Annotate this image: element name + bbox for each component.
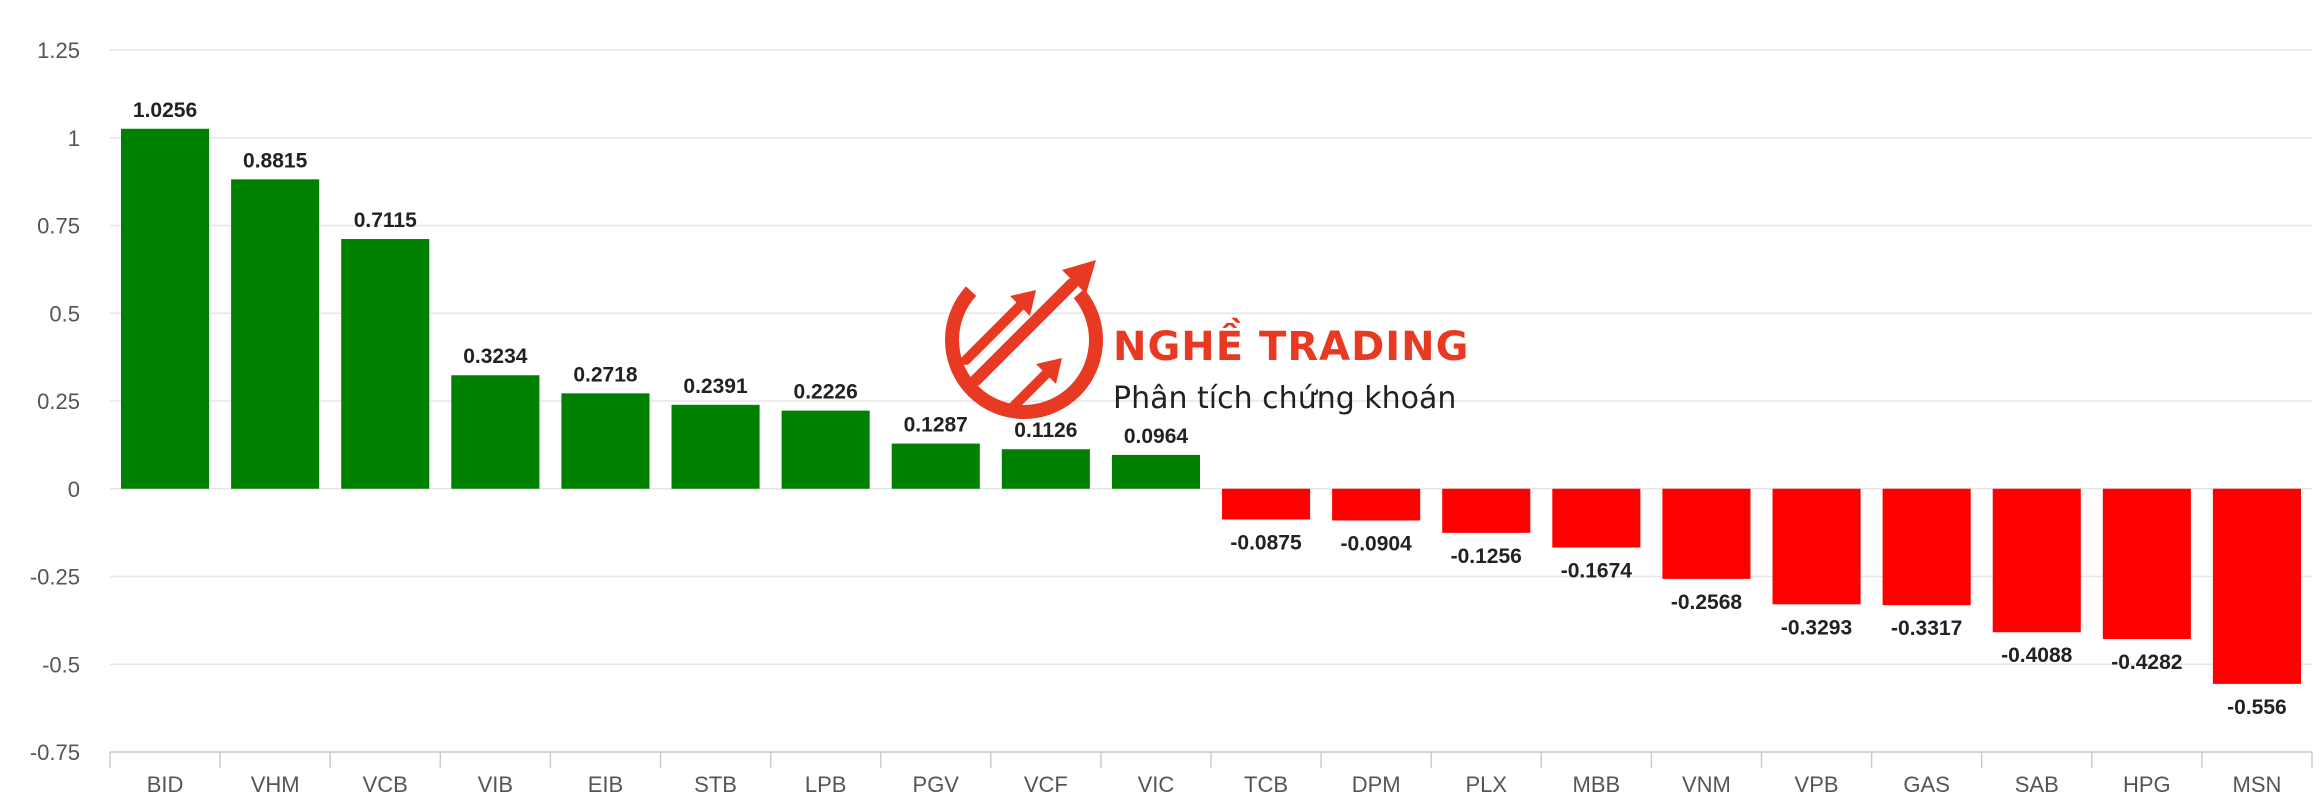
data-label: 0.2226 (794, 381, 858, 404)
data-label: -0.2568 (1671, 591, 1743, 614)
y-tick-label: -0.5 (42, 652, 80, 677)
watermark-brand: NGHỀ TRADING (1113, 316, 1469, 370)
data-label: 0.8815 (243, 149, 308, 172)
x-tick-label: VIC (1138, 772, 1175, 797)
data-label: -0.0875 (1230, 531, 1302, 554)
bar-dpm (1332, 488, 1421, 521)
data-label: -0.3317 (1891, 617, 1962, 640)
bar-vib (451, 375, 540, 489)
x-tick-label: VNM (1682, 772, 1731, 797)
data-label: -0.556 (2227, 696, 2287, 719)
x-tick-label: BID (147, 772, 184, 797)
x-axis: BID VHM VCB VIB EIB STB LPB PGV VCF VIC TCB DPM PLX M… (109, 751, 2313, 797)
x-tick-label: PLX (1465, 772, 1507, 797)
bar-vcf (1001, 449, 1090, 489)
bar-tcb (1222, 488, 1311, 520)
data-label: 0.0964 (1124, 425, 1189, 448)
x-tick-label: EIB (588, 772, 623, 797)
x-tick-label: LPB (805, 772, 847, 797)
bar-vic (1111, 454, 1200, 489)
y-tick-label: 1 (68, 126, 80, 151)
y-tick-label: 0.25 (37, 389, 80, 414)
watermark: NGHỀ TRADING Phân tích chứng khoán (945, 260, 1469, 419)
bar-eib (561, 393, 650, 489)
bar-mbb (1552, 488, 1641, 548)
data-labels: 1.0256 0.8815 0.7115 0.3234 0.2718 0.2391 0.22… (133, 99, 2287, 719)
bar-vnm (1662, 488, 1751, 579)
data-label: -0.1674 (1561, 560, 1633, 583)
bar-sab (1992, 488, 2081, 633)
data-label: 0.1126 (1014, 419, 1077, 442)
y-tick-label: 0 (68, 477, 80, 502)
y-tick-label: -0.75 (30, 740, 80, 765)
x-tick-label: VHM (251, 772, 300, 797)
bar-msn (2212, 488, 2301, 684)
bar-vpb (1772, 488, 1861, 605)
data-label: 0.2718 (573, 363, 638, 386)
data-label: 0.7115 (354, 209, 417, 232)
x-tick-label: DPM (1352, 772, 1401, 797)
x-tick-label: GAS (1903, 772, 1949, 797)
bar-pgv (891, 443, 980, 489)
bar-lpb (781, 410, 870, 489)
bars (121, 128, 2301, 684)
bar-plx (1442, 488, 1531, 533)
bar-vcb (341, 239, 430, 489)
x-tick-label: HPG (2123, 772, 2171, 797)
watermark-tagline: Phân tích chứng khoán (1113, 381, 1456, 416)
y-tick-label: 0.5 (49, 301, 80, 326)
data-label: -0.4088 (2001, 644, 2073, 667)
x-tick-label: VCF (1024, 772, 1068, 797)
x-tick-label: STB (694, 772, 737, 797)
y-tick-label: 1.25 (37, 38, 80, 63)
data-label: -0.3293 (1781, 616, 1852, 639)
data-label: -0.1256 (1451, 545, 1522, 568)
data-label: 0.2391 (683, 375, 748, 398)
x-tick-label: MBB (1573, 772, 1621, 797)
y-axis: 1.25 1 0.75 0.5 0.25 0 -0.25 -0.5 -0.75 (30, 38, 80, 765)
data-label: 0.3234 (463, 345, 528, 368)
x-tick-label: TCB (1244, 772, 1288, 797)
x-tick-label: VPB (1795, 772, 1839, 797)
trend-arrows-logo-icon (945, 260, 1103, 419)
x-tick-label: PGV (913, 772, 960, 797)
bar-hpg (2102, 488, 2191, 640)
bar-vhm (231, 179, 320, 489)
y-tick-label: -0.25 (30, 565, 80, 590)
bar-bid (121, 128, 210, 489)
x-tick-label: SAB (2015, 772, 2059, 797)
y-tick-label: 0.75 (37, 214, 80, 239)
data-label: 0.1287 (904, 414, 968, 437)
x-tick-label: MSN (2233, 772, 2282, 797)
bar-stb (671, 404, 760, 489)
data-label: -0.4282 (2111, 651, 2182, 674)
x-tick-label: VCB (363, 772, 408, 797)
x-tick-label: VIB (478, 772, 513, 797)
data-label: 1.0256 (133, 99, 197, 122)
data-label: -0.0904 (1341, 532, 1413, 555)
bar-gas (1882, 488, 1971, 606)
